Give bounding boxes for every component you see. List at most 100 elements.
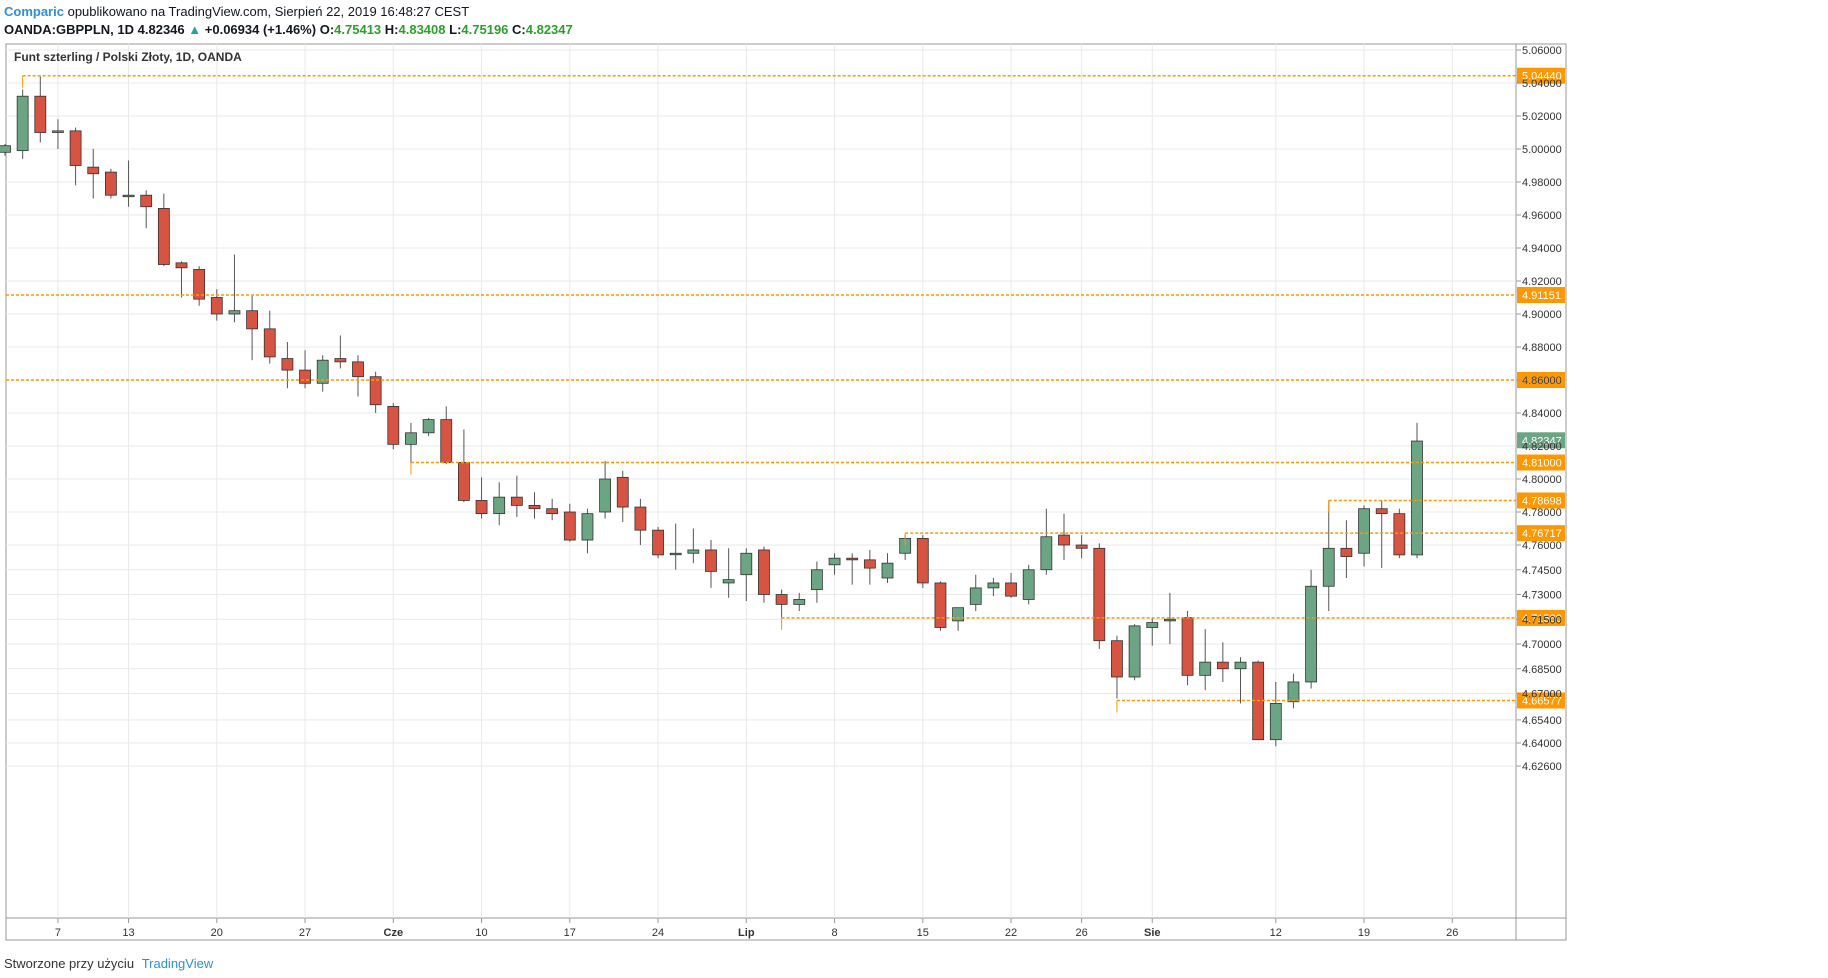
candle-body [1393,513,1406,556]
last-price-label: 4.82347 [1522,435,1562,447]
y-tick-label: 4.70000 [1522,639,1562,651]
candle-body [811,569,823,590]
chart-frame [5,43,1567,941]
candle [828,553,841,575]
y-tick-label: 4.98000 [1522,177,1562,189]
candle [528,492,541,519]
candle [440,406,453,465]
y-tick-label: 4.62600 [1522,761,1562,773]
candle-body [563,511,576,541]
candle-body [546,508,559,515]
candle [369,371,382,413]
level-price-tag [1517,454,1565,471]
candle [387,403,400,450]
candle-body [352,361,364,378]
candle-body [775,594,788,605]
x-tick-label: 27 [299,927,311,939]
level-price-tag [1517,67,1565,84]
candles [0,76,1423,747]
y-tick-label: 4.92000 [1522,276,1562,288]
candle-body [299,369,311,384]
x-tick-label: 7 [55,927,61,939]
candle-body [1234,661,1247,670]
candle-body [969,587,982,605]
candle [299,350,311,389]
candle-body [863,559,876,569]
x-tick-label: Sie [1144,927,1161,939]
grid [6,44,1516,918]
candle [1269,681,1282,747]
candle [581,508,594,554]
candle-body [105,171,117,196]
candle [1393,508,1406,559]
x-tick-label: 13 [122,927,134,939]
candle-body [1216,661,1229,670]
level-price-tag [1517,609,1565,626]
y-tick-label: 4.94000 [1522,243,1562,255]
candle-body [1340,547,1353,557]
candle [457,429,470,503]
candle [952,607,964,631]
candle [969,574,982,611]
y-tick-label: 4.82000 [1522,441,1562,453]
candle-body [528,504,541,510]
candle-body [405,432,417,445]
brand-name[interactable]: Comparic [4,4,64,19]
candle-body [828,557,841,566]
candle-body [1164,618,1176,622]
candle-body [316,359,329,384]
candle [563,503,576,542]
candle [1181,611,1194,686]
candle-body [634,506,647,531]
y-tick-label: 4.88000 [1522,342,1562,354]
x-tick-label: 15 [917,927,929,939]
candle [705,540,717,588]
change-arrow-icon: ▲ [188,22,202,37]
candle-body [1111,640,1123,678]
close-value: 4.82347 [525,22,573,37]
x-tick-label: 24 [652,927,664,939]
candle [1075,535,1088,559]
candle [157,193,170,267]
candle [228,254,241,323]
candle [1040,508,1053,575]
candle-body [175,262,188,269]
last-price: 4.82346 [137,22,185,37]
candle [140,190,153,229]
level-price-tag [1517,287,1565,304]
candle-body [1040,536,1053,571]
candle [1358,505,1370,567]
candle-body [475,500,488,515]
candle-body [246,310,259,330]
candle [1375,500,1388,569]
candle [1305,569,1317,689]
candle-body [193,269,206,300]
candle [510,475,523,517]
candle-body [387,405,400,445]
footer-created-text: Stworzone przy użyciu [4,956,135,971]
symbol-label: OANDA:GBPPLN, 1D [4,22,135,37]
candle-body [52,130,64,133]
candle-body [422,419,435,434]
candle [334,335,347,369]
candle-body [334,358,347,363]
candle [1340,520,1353,578]
high-value: 4.83408 [398,22,446,37]
y-tick-label: 4.68500 [1522,664,1562,676]
candle [52,119,64,149]
candle-body [652,529,664,556]
candle [1111,635,1123,699]
candle [1058,513,1070,560]
candle [916,535,929,588]
candle-body [1075,544,1088,549]
candle [105,168,117,199]
candle [0,144,11,156]
candle [793,592,806,611]
candle [193,266,206,306]
candle-body [122,194,135,198]
tradingview-link[interactable]: TradingView [141,956,214,971]
y-tick-label: 4.71500 [1522,614,1562,626]
candle-body [493,496,506,515]
x-tick-label: Lip [738,927,755,939]
